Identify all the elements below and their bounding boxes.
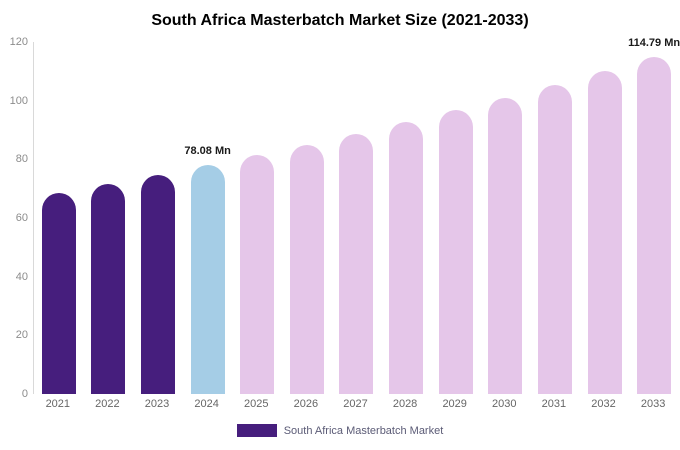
bar-2030 xyxy=(488,97,523,394)
x-tick-2031: 2031 xyxy=(541,398,567,410)
x-tick-2025: 2025 xyxy=(244,398,269,410)
bar-column-2030 xyxy=(480,42,530,394)
bar-column-2023 xyxy=(133,42,183,394)
y-tick-80: 80 xyxy=(15,153,28,166)
y-tick-60: 60 xyxy=(15,212,28,224)
bar-2029 xyxy=(438,110,473,394)
x-tick-2028: 2028 xyxy=(392,398,418,410)
x-tick-2030: 2030 xyxy=(492,398,517,410)
x-tick-2029: 2029 xyxy=(442,398,467,410)
x-tick-2022: 2022 xyxy=(95,398,120,410)
bar-2023 xyxy=(141,174,176,394)
bars-row: 78.08 Mn 114.79 Mn xyxy=(34,37,680,394)
bar-column-2024: 78.08 Mn xyxy=(183,42,233,394)
bar-column-2031 xyxy=(530,42,580,394)
bar-2028 xyxy=(389,122,424,394)
x-tick-2032: 2032 xyxy=(591,398,616,410)
x-tick-2021: 2021 xyxy=(45,398,71,410)
bar-2024 xyxy=(190,165,225,394)
x-tick-2026: 2026 xyxy=(293,398,319,410)
bar-column-2033: 114.79 Mn xyxy=(628,37,680,394)
bar-2022 xyxy=(91,183,126,394)
bar-2033 xyxy=(637,57,672,394)
bar-2032 xyxy=(587,71,622,394)
bar-column-2026 xyxy=(282,42,332,394)
bar-2021 xyxy=(41,192,76,394)
value-label-2024: 78.08 Mn xyxy=(184,145,231,157)
x-axis-labels: 2021 2022 2023 2024 2025 2026 2027 2028 2029 2030… xyxy=(33,398,678,410)
bar-column-2025 xyxy=(232,42,282,394)
x-tick-2033: 2033 xyxy=(640,398,666,410)
x-tick-2027: 2027 xyxy=(343,398,368,410)
bar-2026 xyxy=(289,144,324,394)
y-tick-120: 120 xyxy=(9,36,28,48)
bar-column-2029 xyxy=(431,42,481,394)
bar-column-2032 xyxy=(580,42,630,394)
bar-2027 xyxy=(339,133,374,394)
plot-area: 78.08 Mn 114.79 Mn xyxy=(33,37,680,394)
y-tick-40: 40 xyxy=(15,270,28,283)
value-label-2033: 114.79 Mn xyxy=(628,37,680,50)
y-tick-20: 20 xyxy=(15,329,28,342)
bar-2025 xyxy=(240,154,275,394)
bar-column-2022 xyxy=(84,42,134,394)
bar-column-2027 xyxy=(332,42,382,394)
bar-2031 xyxy=(537,84,572,394)
y-axis: 0 20 40 60 80 100 120 xyxy=(0,36,28,400)
y-tick-100: 100 xyxy=(9,94,28,107)
x-tick-2024: 2024 xyxy=(194,398,219,410)
legend: South Africa Masterbatch Market xyxy=(0,424,680,437)
bar-column-2028 xyxy=(381,42,431,394)
chart-title: South Africa Masterbatch Market Size (20… xyxy=(151,12,529,29)
bar-column-2021 xyxy=(34,42,84,394)
y-tick-0: 0 xyxy=(21,388,28,400)
x-tick-2023: 2023 xyxy=(144,398,170,410)
legend-label: South Africa Masterbatch Market xyxy=(283,424,444,437)
legend-swatch xyxy=(236,424,277,437)
